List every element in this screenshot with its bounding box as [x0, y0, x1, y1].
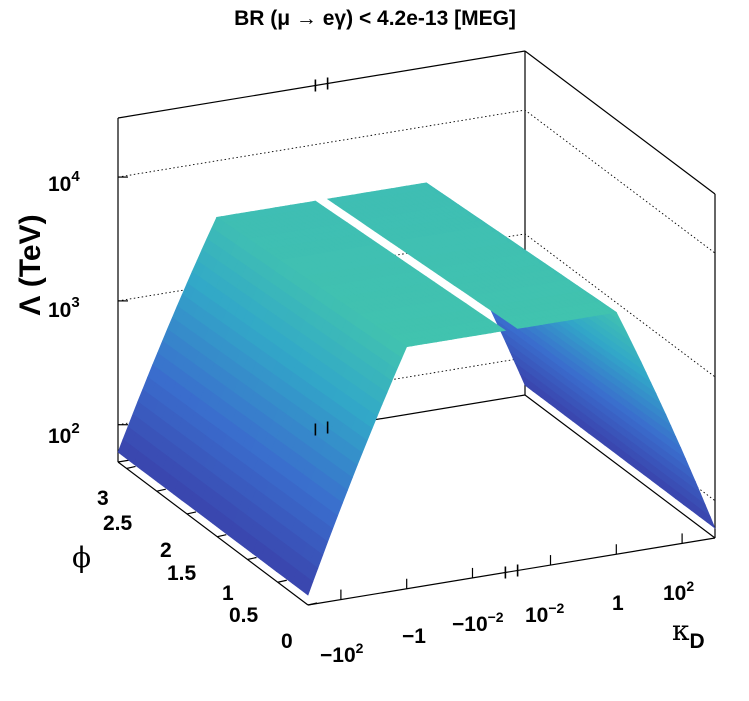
box-edge: [524, 394, 716, 539]
phi-axis: 3 2.5 2 1.5 1 0.5 0 ϕ: [72, 487, 293, 653]
z-axis-label: Λ (TeV): [14, 214, 47, 315]
phi-tick-mark: [186, 511, 197, 515]
surface-plot: [117, 182, 716, 596]
phi-tick-mark: [156, 488, 166, 492]
phi-tick-label: 3: [97, 487, 109, 510]
kappa-tick-label: 1: [612, 592, 624, 615]
phi-tick-mark: [217, 534, 227, 538]
phi-tick-mark: [247, 556, 257, 561]
axis-ticks: [126, 77, 683, 606]
kappa-axis-line: [307, 537, 716, 606]
z-axis: 102 103 104 Λ (TeV): [14, 168, 80, 448]
kappa-tick-label: −102: [320, 640, 364, 667]
phi-tick-mark: [126, 465, 136, 470]
phi-axis-label: ϕ: [72, 541, 91, 574]
phi-tick-label: 1.5: [167, 562, 197, 585]
kappa-axis-label: κD: [672, 614, 705, 653]
kappa-tick-label: −1: [402, 625, 426, 648]
phi-tick-mark: [277, 579, 287, 583]
z-tick-label: 102: [48, 420, 80, 448]
box-edge: [524, 50, 716, 195]
phi-tick-label: 2.5: [103, 512, 133, 535]
kappa-tick-label: 102: [663, 578, 694, 605]
z-tick-label: 104: [48, 168, 80, 196]
phi-tick-label: 2: [160, 539, 172, 562]
surface-patch: [701, 509, 716, 530]
phi-tick-label: 1: [222, 582, 234, 605]
plot-box-front: [117, 461, 716, 606]
kappa-tick-label: 10−2: [525, 600, 565, 627]
kappa-axis: −102 −1 −10−2 10−2 1 102 κD: [320, 578, 705, 667]
kappa-tick-label: −10−2: [452, 609, 504, 636]
surface-patch: [299, 575, 314, 596]
phi-tick-label: 0.5: [229, 604, 259, 627]
phi-tick-label: 0: [281, 630, 293, 653]
phi-axis-line: [117, 461, 309, 606]
box-edge: [117, 50, 526, 119]
phi-tick-mark: [307, 602, 318, 606]
chart-title: BR (μ → eγ) < 4.2e-13 [MEG]: [234, 7, 516, 30]
z-tick-label: 103: [48, 294, 80, 322]
z-gridline: [117, 109, 716, 254]
surface-patch: [508, 321, 524, 329]
